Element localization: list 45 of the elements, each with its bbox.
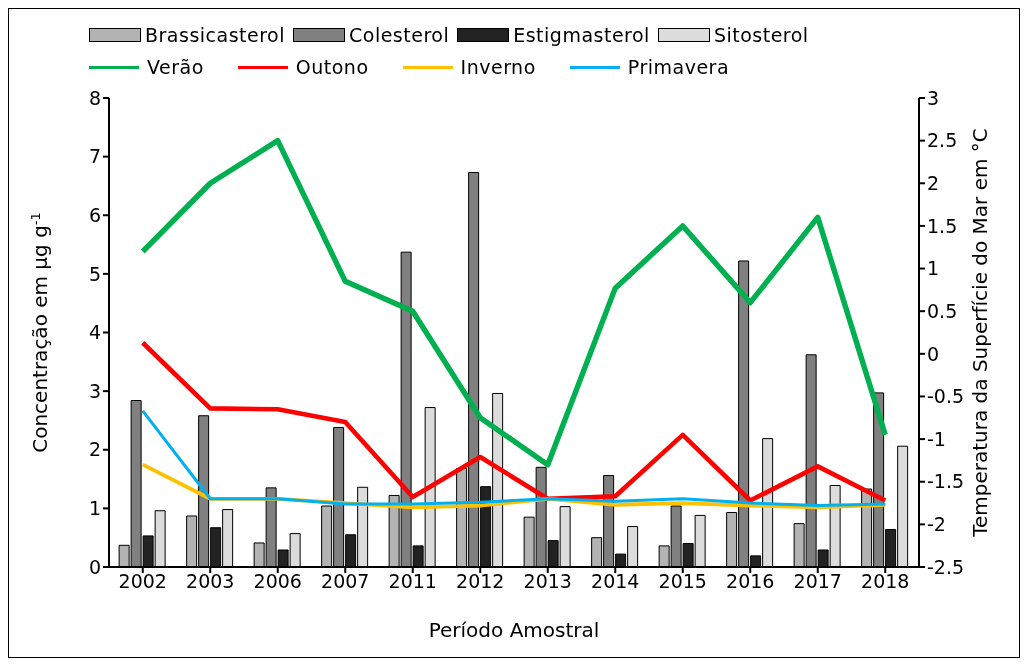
y2-axis-title: Temperatura da Superfície do Mar em °C — [968, 128, 992, 538]
x-tick-label: 2015 — [658, 570, 707, 593]
y-tick-label: 4 — [88, 321, 101, 344]
y2-tick-label: -1 — [927, 427, 946, 450]
x-axis-title: Período Amostral — [428, 618, 600, 642]
y2-tick-label: -2.5 — [927, 555, 965, 578]
x-tick-label: 2018 — [861, 570, 910, 593]
line-series — [141, 409, 887, 508]
y2-tick-label: 2 — [927, 172, 940, 195]
y-tick-label: 1 — [88, 497, 101, 520]
y-tick-label: 7 — [88, 145, 101, 168]
y2-tick-label: -1.5 — [927, 470, 965, 493]
y-tick-label: 2 — [88, 438, 101, 461]
legend-label: Sitosterol — [713, 24, 809, 46]
legend-label: Verão — [147, 56, 204, 78]
y-tick-label: 8 — [88, 86, 101, 109]
x-tick-label: 2006 — [253, 570, 302, 593]
legend-label: Primavera — [627, 56, 730, 78]
x-tick-label: 2007 — [321, 570, 370, 593]
x-tick-label: 2012 — [456, 570, 505, 593]
x-tick-label: 2016 — [726, 570, 775, 593]
x-tick-label: 2002 — [118, 570, 167, 593]
y2-tick-label: 1 — [927, 257, 940, 280]
y2-tick-label: 3 — [927, 86, 940, 109]
x-tick-label: 2014 — [591, 570, 640, 593]
y2-tick-label: 0 — [927, 342, 940, 365]
y2-tick-label: -0.5 — [927, 385, 965, 408]
legend-label: Estigmasterol — [513, 24, 650, 46]
y-tick-label: 3 — [88, 379, 101, 402]
legend-label: Brassicasterol — [145, 24, 285, 46]
legend-label: Outono — [295, 56, 369, 78]
x-tick-label: 2017 — [793, 570, 842, 593]
x-tick-label: 2003 — [186, 570, 235, 593]
line-series — [140, 340, 888, 503]
legend-label: Inverno — [460, 56, 536, 78]
y2-tick-label: -2 — [927, 513, 946, 536]
y2-tick-label: 2.5 — [927, 129, 958, 152]
y-tick-label: 0 — [88, 555, 101, 578]
legend-label: Colesterol — [349, 24, 450, 46]
y2-tick-label: 1.5 — [927, 214, 958, 237]
x-tick-label: 2013 — [523, 570, 572, 593]
y-tick-label: 6 — [88, 203, 101, 226]
y-tick-label: 5 — [88, 262, 101, 285]
y2-tick-label: 0.5 — [927, 299, 958, 322]
x-tick-label: 2011 — [388, 570, 437, 593]
